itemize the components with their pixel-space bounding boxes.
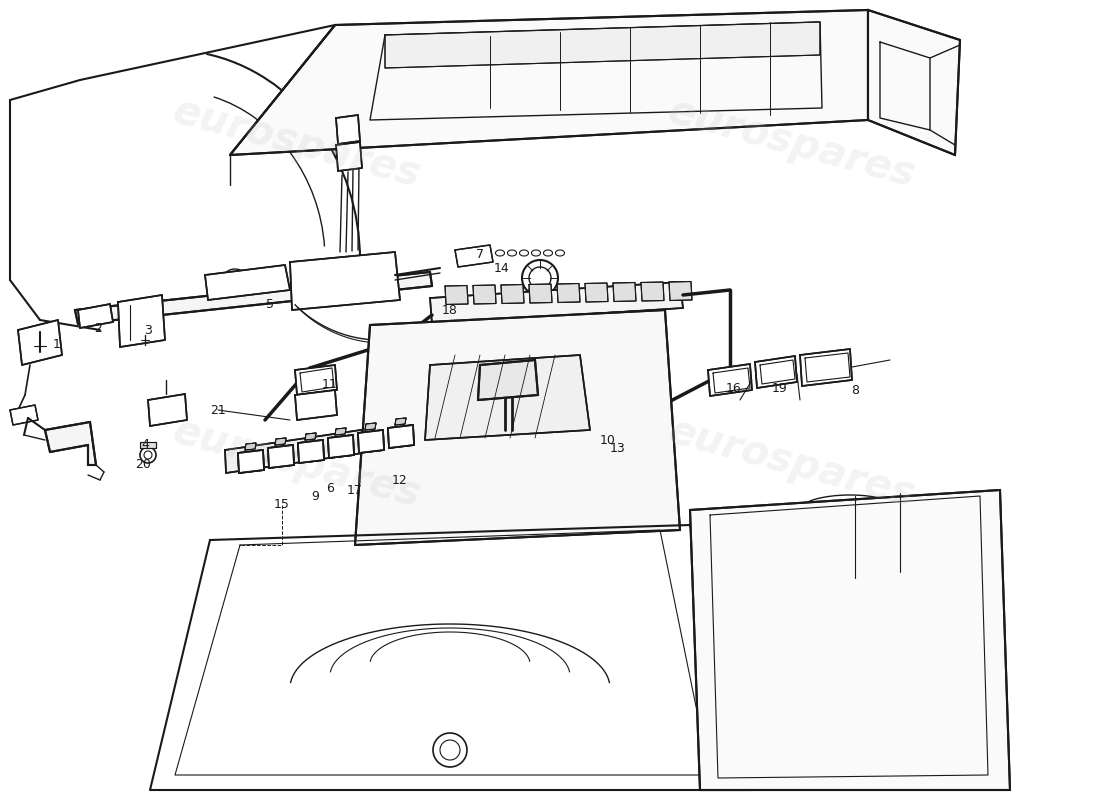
- Polygon shape: [148, 394, 187, 426]
- Polygon shape: [268, 445, 294, 468]
- Polygon shape: [613, 282, 636, 302]
- Polygon shape: [868, 10, 960, 155]
- Polygon shape: [358, 430, 384, 453]
- Polygon shape: [118, 295, 165, 347]
- Polygon shape: [358, 430, 384, 453]
- Polygon shape: [305, 433, 316, 440]
- Text: 7: 7: [476, 249, 484, 262]
- Polygon shape: [388, 425, 414, 448]
- Polygon shape: [669, 282, 692, 301]
- Text: 2: 2: [95, 322, 102, 334]
- Polygon shape: [336, 142, 362, 171]
- Polygon shape: [425, 355, 590, 440]
- Polygon shape: [365, 423, 376, 430]
- Polygon shape: [500, 285, 524, 303]
- Text: 4: 4: [141, 438, 149, 451]
- Polygon shape: [230, 10, 868, 155]
- Polygon shape: [245, 443, 256, 450]
- Polygon shape: [268, 445, 294, 468]
- Polygon shape: [529, 284, 552, 303]
- Polygon shape: [45, 422, 96, 465]
- Text: 11: 11: [322, 378, 338, 391]
- Text: 20: 20: [135, 458, 151, 471]
- Polygon shape: [615, 414, 657, 446]
- Polygon shape: [18, 320, 62, 365]
- Polygon shape: [328, 435, 354, 458]
- Polygon shape: [641, 282, 664, 301]
- Polygon shape: [226, 422, 418, 473]
- Text: 6: 6: [326, 482, 334, 494]
- Text: 5: 5: [266, 298, 274, 311]
- Text: eurospares: eurospares: [664, 92, 920, 196]
- Polygon shape: [395, 418, 406, 425]
- Text: eurospares: eurospares: [169, 412, 425, 516]
- Polygon shape: [10, 405, 38, 425]
- Polygon shape: [395, 418, 406, 425]
- Polygon shape: [473, 285, 496, 304]
- Polygon shape: [298, 440, 324, 463]
- Polygon shape: [238, 450, 264, 473]
- Polygon shape: [336, 428, 346, 435]
- Polygon shape: [455, 245, 493, 267]
- Polygon shape: [290, 252, 400, 310]
- Polygon shape: [275, 438, 286, 445]
- Polygon shape: [295, 390, 337, 420]
- Text: 9: 9: [311, 490, 319, 503]
- Text: 17: 17: [348, 483, 363, 497]
- Polygon shape: [388, 425, 414, 448]
- Text: 15: 15: [274, 498, 290, 511]
- Polygon shape: [800, 349, 852, 386]
- Text: 19: 19: [772, 382, 788, 394]
- Polygon shape: [78, 304, 113, 328]
- Polygon shape: [566, 422, 607, 454]
- Polygon shape: [336, 428, 346, 435]
- Text: 12: 12: [392, 474, 408, 486]
- Text: 21: 21: [210, 403, 225, 417]
- Polygon shape: [557, 283, 580, 302]
- Polygon shape: [298, 440, 324, 463]
- Text: 1: 1: [53, 338, 60, 351]
- Polygon shape: [75, 272, 432, 324]
- Polygon shape: [328, 435, 354, 458]
- Polygon shape: [755, 356, 797, 388]
- Text: 16: 16: [726, 382, 741, 394]
- Text: 8: 8: [851, 383, 859, 397]
- Polygon shape: [430, 282, 683, 324]
- Text: 14: 14: [494, 262, 510, 274]
- Polygon shape: [585, 283, 608, 302]
- Polygon shape: [478, 360, 538, 400]
- Text: eurospares: eurospares: [169, 92, 425, 196]
- Text: 13: 13: [610, 442, 626, 454]
- Polygon shape: [355, 310, 680, 545]
- Polygon shape: [336, 115, 360, 144]
- Polygon shape: [295, 365, 337, 395]
- Polygon shape: [446, 286, 468, 305]
- Polygon shape: [305, 433, 316, 440]
- Polygon shape: [708, 364, 752, 396]
- Polygon shape: [275, 438, 286, 445]
- Polygon shape: [365, 423, 376, 430]
- Polygon shape: [205, 265, 290, 300]
- Text: 3: 3: [144, 323, 152, 337]
- Polygon shape: [385, 22, 820, 68]
- Text: 18: 18: [442, 303, 458, 317]
- Polygon shape: [245, 443, 256, 450]
- Text: 10: 10: [601, 434, 616, 446]
- Polygon shape: [238, 450, 264, 473]
- Text: eurospares: eurospares: [664, 412, 920, 516]
- Polygon shape: [690, 490, 1010, 790]
- Polygon shape: [140, 442, 156, 448]
